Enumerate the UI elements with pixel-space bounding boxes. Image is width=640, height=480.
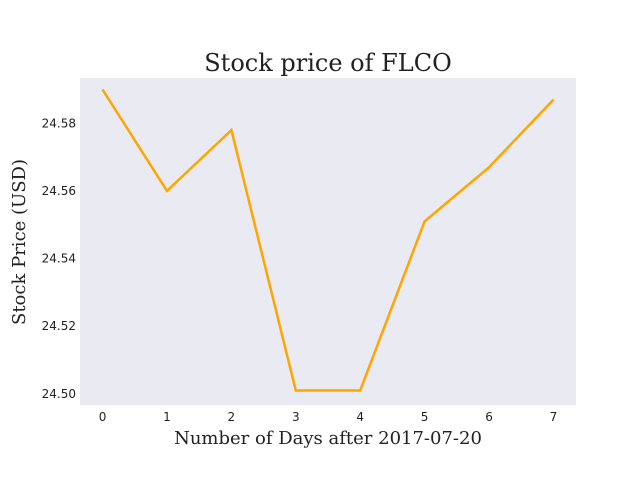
x-axis-label: Number of Days after 2017-07-20 <box>174 428 482 449</box>
x-tick-label: 7 <box>550 410 558 424</box>
chart-title: Stock price of FLCO <box>204 49 452 77</box>
x-tick-label: 1 <box>163 410 171 424</box>
y-tick-label: 24.50 <box>42 387 76 401</box>
y-tick-label: 24.58 <box>42 116 76 130</box>
x-tick-label: 2 <box>228 410 236 424</box>
y-axis-ticks: 24.50 24.52 24.54 24.56 24.58 <box>42 116 76 401</box>
x-axis-ticks: 0 1 2 3 4 5 6 7 <box>99 410 558 424</box>
x-tick-label: 6 <box>485 410 493 424</box>
x-tick-label: 4 <box>356 410 364 424</box>
y-tick-label: 24.56 <box>42 184 76 198</box>
y-axis-label: Stock Price (USD) <box>9 159 30 325</box>
x-tick-label: 0 <box>99 410 107 424</box>
series-line <box>101 88 555 392</box>
x-tick-label: 5 <box>421 410 429 424</box>
y-tick-label: 24.52 <box>42 319 76 333</box>
y-tick-label: 24.54 <box>42 252 76 266</box>
x-tick-label: 3 <box>292 410 300 424</box>
series-layer <box>101 88 555 392</box>
plot-area <box>80 78 576 405</box>
